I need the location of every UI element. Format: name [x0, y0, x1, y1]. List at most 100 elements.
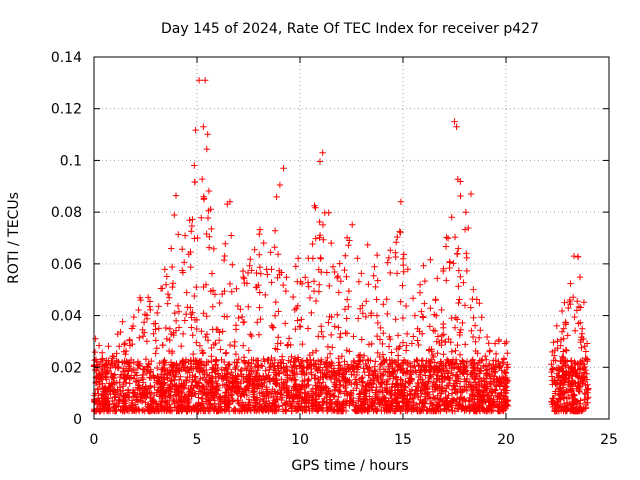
data-point [109, 405, 117, 413]
data-point [335, 289, 342, 296]
data-point [576, 406, 584, 413]
data-point [171, 309, 178, 317]
data-point [129, 322, 137, 330]
data-point [130, 359, 137, 366]
data-point [163, 273, 170, 280]
data-point [456, 401, 463, 408]
data-point [162, 399, 169, 406]
data-point [234, 359, 241, 366]
data-point [342, 252, 349, 259]
data-point [209, 303, 216, 310]
data-point [303, 406, 310, 414]
data-point [399, 369, 406, 376]
data-point [234, 302, 242, 310]
data-point [162, 367, 169, 374]
data-point [460, 359, 467, 366]
data-point [358, 336, 365, 343]
data-point [316, 403, 323, 410]
data-point [291, 306, 298, 314]
data-point [502, 374, 509, 382]
data-point [430, 371, 437, 378]
data-point [500, 395, 507, 403]
data-point [550, 339, 557, 346]
data-point [270, 393, 277, 401]
data-point [154, 377, 161, 384]
data-point [561, 374, 569, 382]
data-point [346, 348, 353, 355]
data-point [461, 226, 469, 233]
data-point [117, 397, 125, 404]
data-point [293, 365, 300, 372]
data-point [171, 383, 178, 390]
data-point [417, 367, 424, 374]
data-point [196, 384, 203, 392]
data-point [445, 392, 452, 399]
data-point [146, 303, 153, 310]
data-point [331, 369, 338, 376]
data-point [206, 378, 214, 385]
data-point [576, 273, 584, 281]
data-point [165, 385, 173, 392]
data-point [492, 389, 499, 397]
data-point [582, 404, 590, 411]
data-point [288, 353, 295, 360]
data-point [192, 373, 199, 380]
data-point [161, 266, 168, 273]
data-point [577, 304, 584, 311]
data-point [551, 347, 559, 354]
data-point [575, 320, 582, 327]
data-point [434, 275, 441, 282]
data-point [558, 307, 566, 315]
data-point [560, 335, 567, 342]
data-point [306, 397, 313, 405]
data-point [191, 162, 198, 169]
data-point [247, 402, 254, 409]
data-point [147, 366, 154, 373]
data-point [462, 209, 470, 216]
data-point [455, 245, 462, 252]
data-point [105, 343, 112, 350]
data-point [501, 340, 509, 347]
data-point [267, 362, 275, 370]
data-point [241, 279, 248, 287]
data-point [159, 341, 167, 349]
data-point [200, 310, 207, 317]
data-point [246, 364, 254, 372]
data-point [250, 391, 257, 398]
data-point [365, 281, 372, 288]
data-point [109, 397, 116, 405]
data-point [553, 402, 560, 409]
data-point [295, 356, 302, 363]
data-point [119, 318, 126, 325]
data-point [256, 226, 264, 233]
data-point [147, 382, 154, 389]
data-point [230, 407, 237, 415]
data-point [271, 227, 279, 234]
data-point [380, 355, 387, 363]
data-point [223, 402, 231, 410]
data-point [353, 366, 361, 373]
data-point [222, 240, 229, 247]
data-point [409, 295, 417, 302]
data-point [437, 360, 444, 367]
data-point [99, 380, 106, 387]
data-point [263, 398, 270, 405]
data-point [205, 405, 212, 412]
data-point [136, 294, 144, 301]
data-point [274, 340, 281, 347]
data-point [299, 365, 307, 372]
data-point [221, 313, 228, 320]
data-point [256, 376, 263, 383]
data-point [470, 314, 477, 321]
plot-frame [93, 56, 610, 420]
data-point [324, 367, 331, 374]
data-point [319, 398, 327, 405]
data-point [383, 380, 390, 388]
data-point [433, 369, 441, 376]
data-point [454, 341, 461, 349]
data-point [214, 408, 221, 415]
y-tick-label: 0.02 [51, 360, 82, 376]
data-point [454, 373, 461, 380]
data-point [100, 388, 107, 395]
data-point [472, 338, 479, 345]
